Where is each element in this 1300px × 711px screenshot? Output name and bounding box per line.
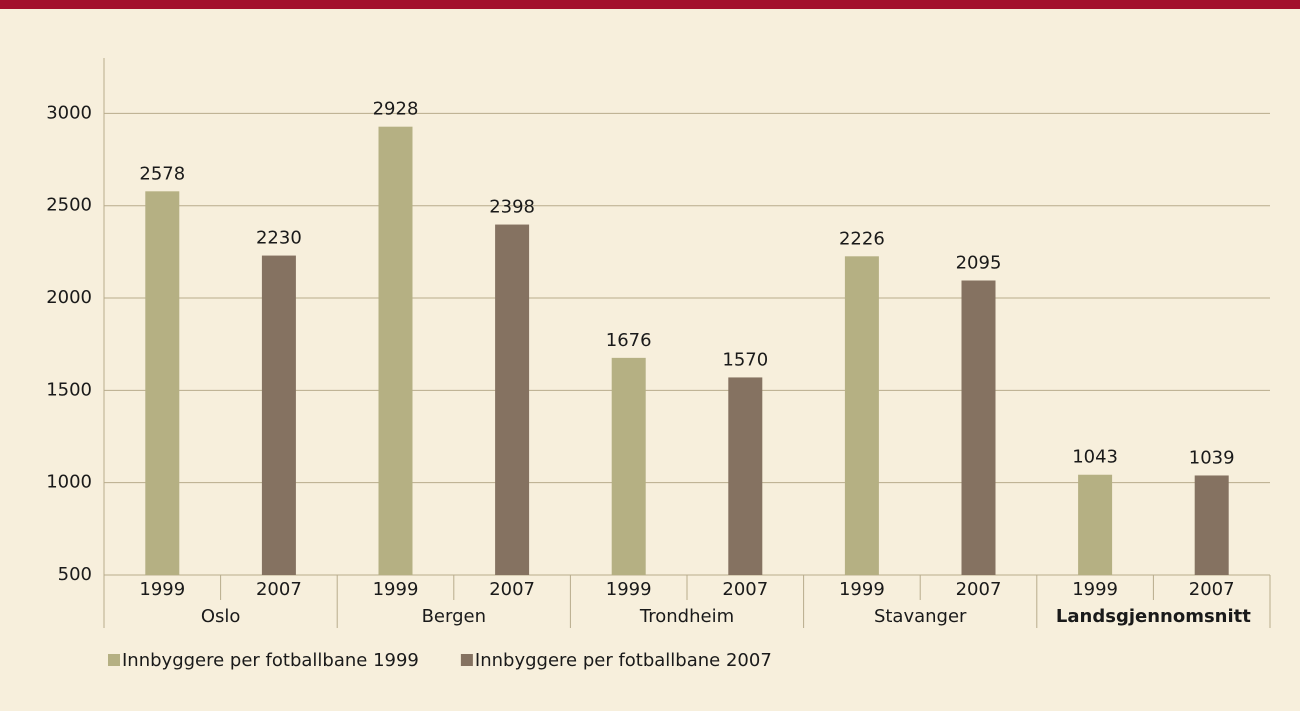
bar — [378, 126, 413, 576]
data-label: 2928 — [373, 99, 419, 120]
x-group-label: Trondheim — [639, 606, 734, 627]
bar — [1078, 474, 1113, 575]
legend-label: Innbyggere per fotballbane 1999 — [122, 650, 419, 671]
x-group-label: Bergen — [422, 606, 486, 627]
bar — [495, 224, 530, 575]
bar — [844, 256, 879, 575]
x-tick-label: 1999 — [139, 579, 185, 600]
legend-swatch — [460, 654, 473, 666]
y-tick-label: 1500 — [46, 379, 92, 400]
legend-swatch — [108, 654, 120, 666]
y-tick-label: 500 — [58, 564, 92, 585]
x-tick-label: 1999 — [839, 579, 885, 600]
bar — [611, 357, 646, 575]
data-label: 1039 — [1189, 447, 1235, 468]
x-group-label: Landsgjennomsnitt — [1056, 606, 1251, 627]
y-tick-label: 3000 — [46, 102, 92, 123]
bar — [961, 280, 996, 575]
x-tick-label: 2007 — [1189, 579, 1235, 600]
top-stripe — [0, 0, 1300, 9]
x-tick-label: 2007 — [489, 579, 535, 600]
x-tick-label: 2007 — [256, 579, 302, 600]
bar — [728, 377, 763, 575]
legend-label: Innbyggere per fotballbane 2007 — [475, 650, 772, 671]
bar — [145, 191, 180, 576]
x-tick-label: 1999 — [373, 579, 419, 600]
x-tick-label: 2007 — [722, 579, 768, 600]
data-label: 1570 — [722, 349, 768, 370]
data-label: 2398 — [489, 197, 535, 218]
bar — [1194, 475, 1229, 575]
x-tick-label: 1999 — [606, 579, 652, 600]
data-label: 2226 — [839, 228, 885, 249]
data-label: 2230 — [256, 228, 302, 249]
x-group-label: Stavanger — [874, 606, 967, 627]
data-label: 2095 — [956, 252, 1002, 273]
x-tick-label: 2007 — [956, 579, 1002, 600]
bar — [261, 255, 296, 575]
y-tick-label: 2000 — [46, 287, 92, 308]
data-label: 1676 — [606, 330, 652, 351]
x-tick-label: 1999 — [1072, 579, 1118, 600]
x-group-label: Oslo — [201, 606, 241, 627]
y-tick-label: 2500 — [46, 195, 92, 216]
data-label: 1043 — [1072, 447, 1118, 468]
data-label: 2578 — [139, 163, 185, 184]
y-tick-label: 1000 — [46, 472, 92, 493]
